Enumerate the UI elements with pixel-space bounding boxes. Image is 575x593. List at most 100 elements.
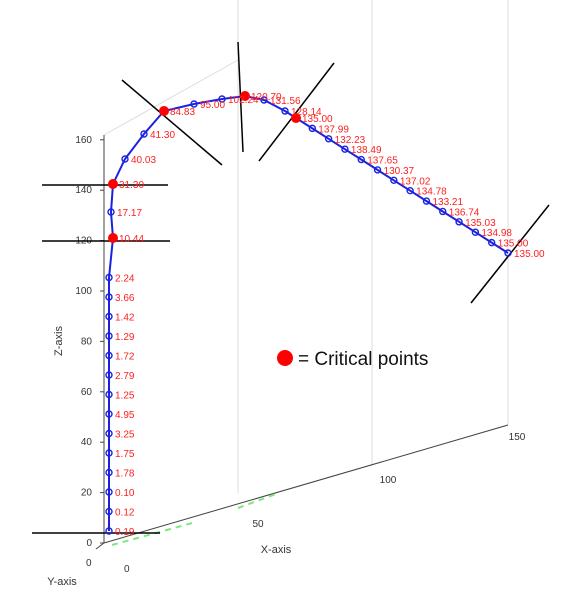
point-label: 0.10 <box>115 488 135 499</box>
point-label: 1.72 <box>115 352 135 363</box>
data-point <box>439 207 447 216</box>
z-tick-label: 140 <box>75 185 92 196</box>
data-point <box>487 238 496 247</box>
data-point <box>406 186 414 195</box>
z-tick-label: 20 <box>81 488 93 499</box>
point-label: 134.98 <box>481 228 512 239</box>
x-tick-label: 50 <box>252 519 264 530</box>
point-label: 137.99 <box>318 124 349 135</box>
critical-point <box>108 179 118 189</box>
z-tick-label: 40 <box>81 437 93 448</box>
point-label: 41.30 <box>150 130 175 141</box>
data-point <box>105 371 113 379</box>
point-label: 2.79 <box>115 371 135 382</box>
data-point <box>105 527 113 535</box>
data-point <box>341 145 349 153</box>
data-point <box>105 488 113 496</box>
legend-marker <box>277 350 293 366</box>
point-label: 1.42 <box>115 313 135 324</box>
point-label: 130.37 <box>384 166 415 177</box>
point-label: 95.00 <box>200 100 225 111</box>
point-label: 1.75 <box>115 449 135 460</box>
critical-point <box>291 113 301 123</box>
data-point <box>260 96 268 104</box>
x-tick-label: 100 <box>380 475 397 486</box>
point-label: 17.17 <box>117 208 142 219</box>
point-label: 1.78 <box>115 469 135 480</box>
tangent-line <box>121 79 223 166</box>
point-label: 2.24 <box>115 274 135 285</box>
point-label: 10.44 <box>119 234 144 245</box>
floor-projection <box>111 493 277 546</box>
data-points <box>105 91 512 535</box>
point-label: 133.21 <box>432 197 463 208</box>
point-label: 4.95 <box>115 410 135 421</box>
data-point <box>105 468 113 477</box>
point-label: 137.65 <box>367 156 398 167</box>
point-labels: 0.19 0.12 0.10 1.78 1.75 3.25 4.95 1.25 2.79 1.72… <box>115 92 545 538</box>
point-label: 136.74 <box>449 207 480 218</box>
data-point <box>105 449 113 457</box>
data-point <box>105 273 113 282</box>
data-point <box>105 429 113 438</box>
x-axis-label: X-axis <box>261 544 292 556</box>
data-point <box>357 155 365 164</box>
critical-point <box>159 106 169 116</box>
critical-tangent-lines <box>32 41 550 534</box>
legend-label: = Critical points <box>298 349 428 370</box>
data-point <box>140 130 148 138</box>
data-point <box>422 197 431 205</box>
point-label: 135.03 <box>465 218 496 229</box>
data-point <box>455 218 463 226</box>
point-label: 1.25 <box>115 391 135 402</box>
point-label: 134.78 <box>416 187 447 198</box>
point-label: 3.25 <box>115 430 135 441</box>
point-label: 138.49 <box>351 145 382 156</box>
data-point <box>324 135 333 143</box>
y-tick-label: 0 <box>124 564 130 575</box>
point-label: 131.56 <box>270 96 301 107</box>
point-label: 0.12 <box>115 508 135 519</box>
point-label: 132.23 <box>335 135 366 146</box>
y-axis-label: Y-axis <box>47 576 77 588</box>
point-label: 128.14 <box>291 107 322 118</box>
data-point <box>190 100 198 108</box>
data-point <box>281 107 289 115</box>
data-point <box>105 332 113 340</box>
point-label: 135.00 <box>302 114 333 125</box>
point-label: 135.00 <box>514 249 545 260</box>
point-label: 1.29 <box>115 332 135 343</box>
point-label: 135.00 <box>498 239 529 250</box>
point-label: 0.19 <box>115 527 135 538</box>
data-point <box>308 124 317 133</box>
data-point <box>373 166 382 174</box>
tangent-line <box>470 204 550 304</box>
point-label: 3.66 <box>115 293 135 304</box>
legend: = Critical points <box>277 349 428 370</box>
data-point <box>105 410 113 418</box>
point-label: 40.03 <box>131 155 156 166</box>
trajectory-line <box>108 94 509 531</box>
tangent-line <box>258 62 335 162</box>
point-label: 102.24 <box>228 95 259 106</box>
data-point <box>121 155 129 163</box>
data-point <box>105 293 113 301</box>
point-label: 120.70 <box>251 92 282 103</box>
floor-projection-line <box>111 521 197 546</box>
data-point <box>218 95 226 103</box>
z-tick-label: 160 <box>75 135 92 146</box>
critical-point <box>108 233 118 243</box>
point-label: 31.30 <box>119 180 144 191</box>
data-point <box>390 176 398 185</box>
x-tick-labels: 50 100 150 <box>252 432 525 530</box>
critical-point <box>240 91 250 101</box>
data-point <box>105 312 113 321</box>
z-tick-label: 0 <box>86 538 92 549</box>
z-tick-label: 100 <box>75 286 92 297</box>
data-point <box>504 249 512 257</box>
floor-projection-line <box>237 493 277 509</box>
data-point <box>105 507 113 516</box>
y-axis-line <box>95 542 105 550</box>
